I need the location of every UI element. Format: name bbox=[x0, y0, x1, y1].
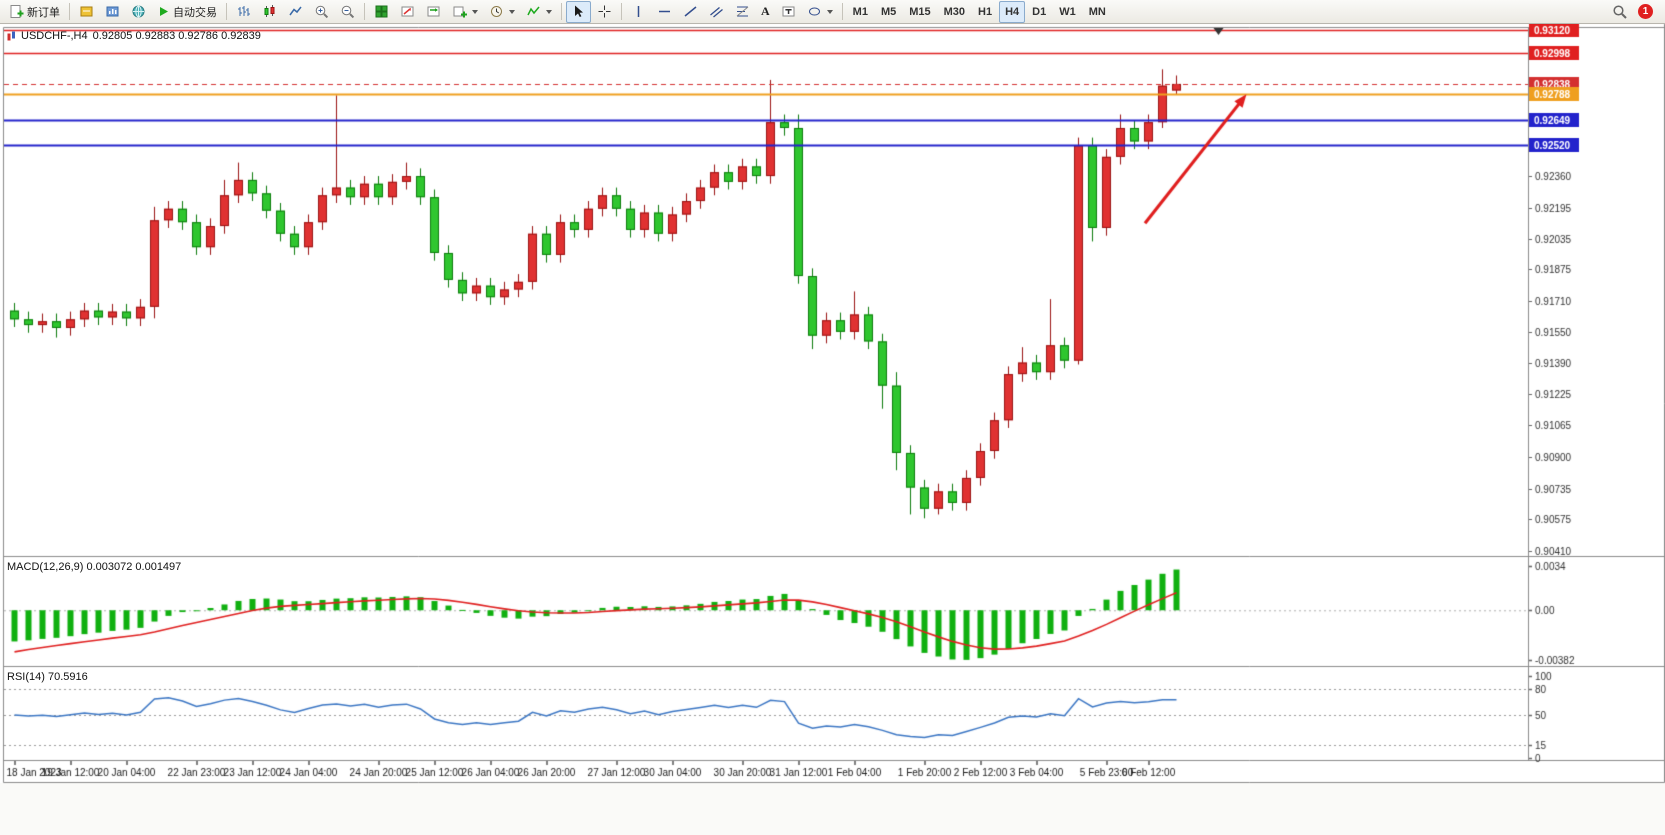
new-order-label: 新订单 bbox=[27, 6, 60, 19]
shapes-icon bbox=[807, 4, 822, 19]
globe-icon bbox=[131, 4, 146, 19]
auto-scroll-icon bbox=[426, 4, 441, 19]
chart-shift-icon bbox=[400, 4, 415, 19]
separator bbox=[364, 3, 365, 20]
shapes-tool-button[interactable] bbox=[802, 1, 838, 23]
profiles-button[interactable] bbox=[484, 1, 520, 23]
ohlc-values: 0.92805 0.92883 0.92786 0.92839 bbox=[92, 30, 261, 42]
new-order-button[interactable]: 新订单 bbox=[4, 1, 65, 23]
main-toolbar: 新订单 自动交易 A M1 M5 M15 M30 H1 H4 D1 W1 MN … bbox=[0, 0, 1665, 24]
timeframe-d1-button[interactable]: D1 bbox=[1032, 5, 1047, 18]
separator bbox=[621, 3, 622, 20]
chevron-down-icon bbox=[472, 9, 478, 14]
indicators-button[interactable] bbox=[521, 1, 557, 23]
separator bbox=[841, 3, 843, 20]
separator bbox=[69, 3, 70, 20]
fibonacci-tool-button[interactable] bbox=[730, 1, 755, 23]
text-tool-button[interactable]: A bbox=[756, 1, 775, 23]
notification-badge[interactable]: 1 bbox=[1638, 4, 1653, 19]
cursor-tool-button[interactable] bbox=[566, 0, 591, 23]
play-icon bbox=[157, 5, 170, 18]
zoom-out-icon bbox=[340, 4, 355, 19]
timeframe-w1-button[interactable]: W1 bbox=[1059, 5, 1076, 18]
line-chart-icon bbox=[288, 4, 303, 19]
zoom-out-button[interactable] bbox=[335, 1, 360, 23]
rsi-title: RSI(14) 70.5916 bbox=[7, 671, 88, 683]
clock-icon bbox=[489, 4, 504, 19]
chevron-down-icon bbox=[546, 9, 552, 14]
vertical-line-icon bbox=[631, 4, 646, 19]
new-chart-icon bbox=[452, 4, 467, 19]
auto-scroll-button[interactable] bbox=[421, 1, 446, 23]
timeframe-m1-button[interactable]: M1 bbox=[852, 5, 868, 18]
channel-tool-button[interactable] bbox=[704, 1, 729, 23]
timeframe-h1-button[interactable]: H1 bbox=[978, 5, 993, 18]
tile-windows-button[interactable] bbox=[369, 1, 394, 23]
timeframe-m30-button[interactable]: M30 bbox=[943, 5, 966, 18]
trendline-tool-button[interactable] bbox=[678, 1, 703, 23]
symbol-title: USDCHF-,H4 bbox=[21, 30, 88, 42]
crosshair-icon bbox=[597, 4, 612, 19]
horizontal-line-tool-button[interactable] bbox=[652, 1, 677, 23]
cursor-icon bbox=[571, 4, 586, 19]
separator bbox=[561, 3, 562, 20]
metaeditor-button[interactable] bbox=[74, 1, 99, 23]
chevron-down-icon bbox=[826, 9, 833, 14]
indicators-icon bbox=[526, 4, 541, 19]
candlestick-icon bbox=[262, 4, 277, 19]
chart-title: USDCHF-,H4 0.92805 0.92883 0.92786 0.928… bbox=[7, 30, 261, 42]
autotrading-button[interactable]: 自动交易 bbox=[152, 1, 222, 23]
horizontal-line-icon bbox=[657, 4, 672, 19]
chart-shift-button[interactable] bbox=[395, 1, 420, 23]
metaeditor-icon bbox=[79, 4, 94, 19]
community-button[interactable] bbox=[126, 1, 151, 23]
zoom-in-icon bbox=[314, 4, 329, 19]
strategy-tester-button[interactable] bbox=[100, 1, 125, 23]
strategy-tester-icon bbox=[105, 4, 120, 19]
zoom-in-button[interactable] bbox=[309, 1, 334, 23]
channel-icon bbox=[709, 4, 724, 19]
tile-windows-icon bbox=[374, 4, 389, 19]
crosshair-tool-button[interactable] bbox=[592, 1, 617, 23]
line-chart-type-button[interactable] bbox=[283, 1, 308, 23]
bar-chart-type-button[interactable] bbox=[231, 1, 256, 23]
separator bbox=[226, 3, 227, 20]
autotrading-label: 自动交易 bbox=[173, 6, 217, 19]
vertical-line-tool-button[interactable] bbox=[626, 1, 651, 23]
macd-title: MACD(12,26,9) 0.003072 0.001497 bbox=[7, 561, 182, 573]
candlestick-type-button[interactable] bbox=[257, 1, 282, 23]
text-label-tool-button[interactable] bbox=[776, 1, 801, 23]
symbol-marker-icon bbox=[7, 31, 16, 41]
fibonacci-icon bbox=[735, 4, 750, 19]
new-order-icon bbox=[9, 4, 24, 19]
timeframe-m15-button[interactable]: M15 bbox=[909, 5, 931, 18]
timeframe-h4-button[interactable]: H4 bbox=[999, 0, 1026, 23]
text-tool-label: A bbox=[761, 4, 770, 18]
timeframe-mn-button[interactable]: MN bbox=[1088, 5, 1106, 18]
chevron-down-icon bbox=[509, 9, 515, 14]
search-icon bbox=[1612, 4, 1628, 20]
bar-chart-icon bbox=[236, 4, 251, 19]
timeframe-m5-button[interactable]: M5 bbox=[880, 5, 897, 18]
text-label-icon bbox=[781, 4, 796, 19]
trendline-icon bbox=[683, 4, 698, 19]
search-button[interactable] bbox=[1607, 1, 1633, 23]
new-chart-button[interactable] bbox=[447, 1, 483, 23]
